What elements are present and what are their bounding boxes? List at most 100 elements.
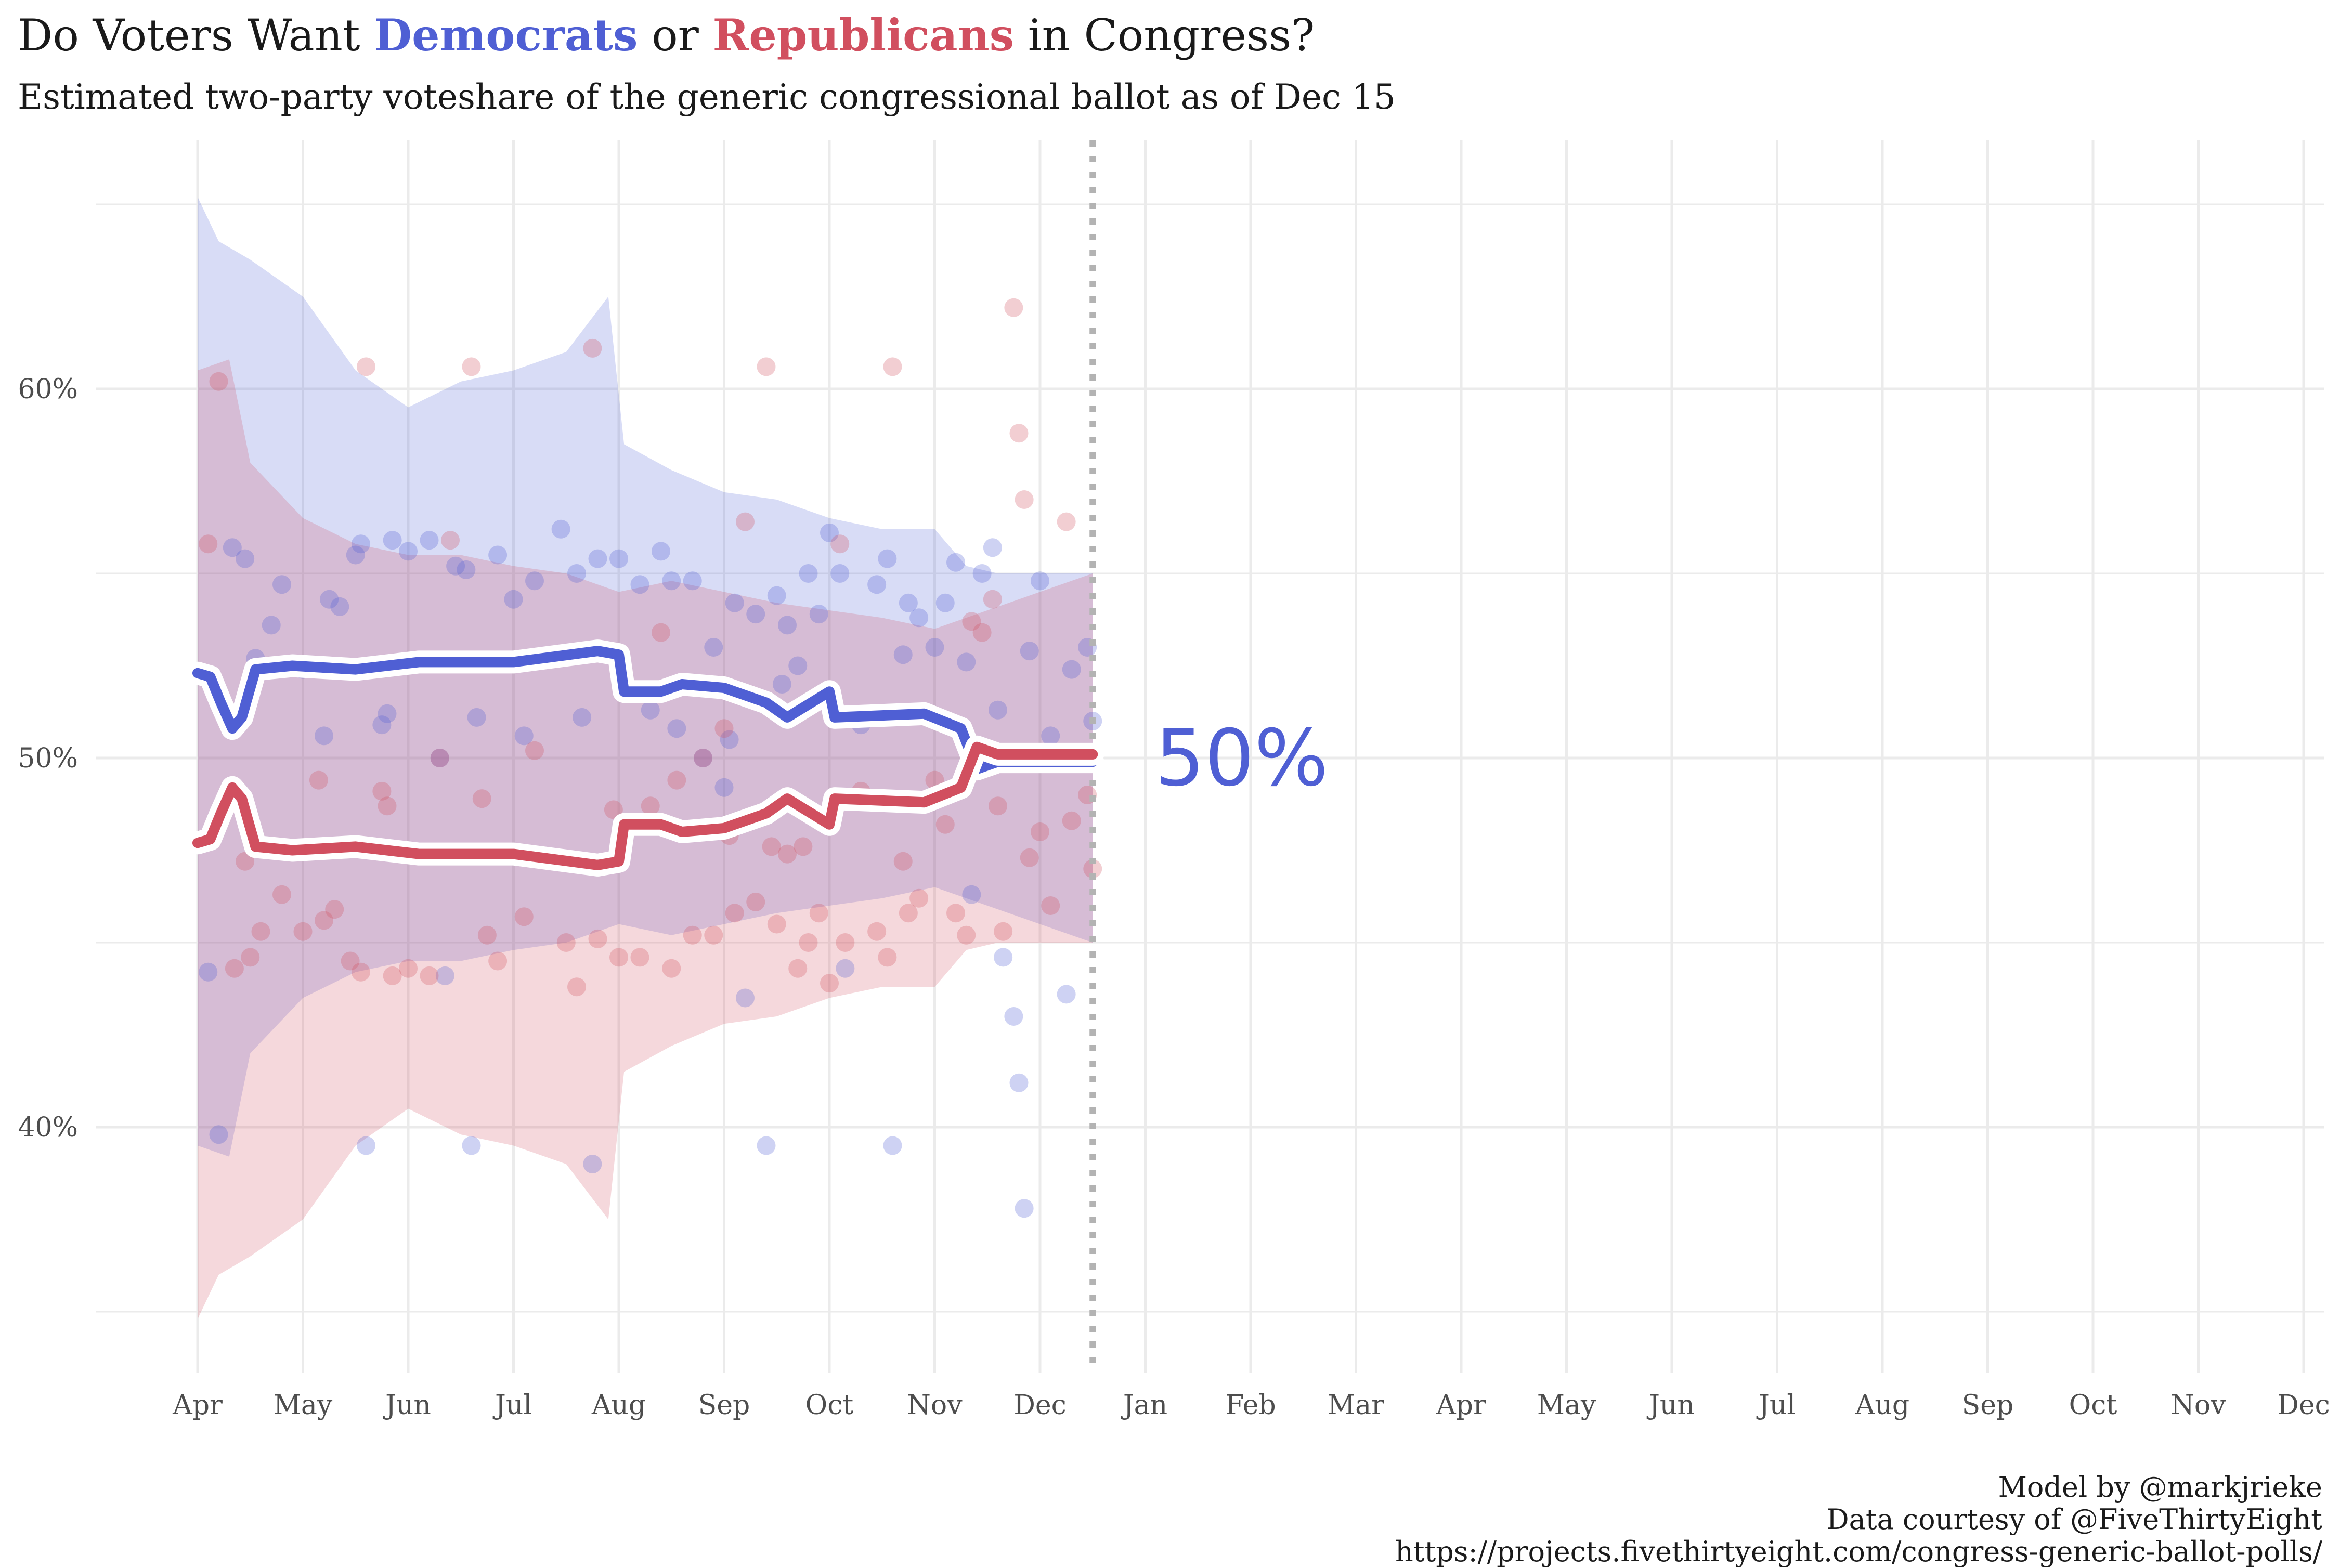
republicans-poll-point [820,974,839,993]
republicans-poll-point [514,907,534,926]
democrats-poll-point [983,538,1002,557]
chart-caption: Model by @markjrieke Data courtesy of @F… [1395,1471,2322,1568]
democrats-poll-point [809,605,828,624]
x-tick-label: Mar [1328,1390,1384,1421]
x-tick-label: Aug [591,1390,646,1421]
x-tick-label: Oct [805,1390,854,1421]
democrats-poll-point [573,708,592,727]
republicans-poll-point [767,914,786,934]
republicans-poll-point [746,892,765,911]
democrats-poll-point [1062,660,1081,679]
republicans-poll-point [351,962,370,982]
republicans-poll-point [567,977,586,997]
title-democrats: Democrats [374,9,638,61]
republicans-poll-point [357,357,375,376]
republicans-poll-point [488,951,508,971]
republicans-poll-point [736,512,755,531]
democrats-poll-point [199,962,218,982]
democrats-poll-point [551,519,570,539]
caption-model-credit: Model by @markjrieke [1998,1471,2322,1504]
democrats-poll-point [778,616,797,635]
republicans-poll-point [778,844,797,864]
republicans-poll-point [1041,896,1060,915]
democrats-poll-point [836,959,855,978]
democrats-poll-point [420,531,439,550]
republicans-poll-point [477,925,497,945]
republicans-poll-point [830,534,850,554]
democrats-poll-point [435,966,454,985]
republicans-poll-point [799,933,818,952]
democrats-poll-point [588,549,607,568]
democrats-poll-point [667,719,686,738]
democrats-poll-point [383,531,402,550]
republicans-poll-point [683,925,702,945]
republicans-poll-point [604,800,623,819]
republicans-poll-point [378,796,397,816]
republicans-poll-point [883,357,902,376]
confidence-bands [198,197,1093,1319]
democrats-poll-point [962,885,981,904]
democrats-poll-point [567,564,586,583]
democrats-poll-point [583,1155,602,1173]
x-tick-label: May [274,1390,333,1421]
x-tick-label: Nov [2170,1390,2226,1421]
republicans-poll-point [583,338,602,358]
democrats-poll-point [320,590,339,609]
republicans-poll-point [972,623,992,642]
democrats-poll-point [757,1136,776,1155]
democrats-poll-point [378,704,397,723]
republicans-poll-point [788,959,808,978]
democrats-poll-point [893,645,913,664]
democrats-poll-point [609,549,628,568]
republicans-poll-point [372,781,392,801]
democrats-poll-point [351,534,370,554]
republicans-poll-point [315,911,333,930]
democrats-poll-point [972,564,992,583]
democrats-poll-point [720,730,739,749]
democrats-poll-point [878,549,897,568]
x-tick-label: Dec [1013,1390,1067,1421]
x-tick-label: Nov [907,1390,963,1421]
democrats-poll-point [683,571,702,591]
democrats-poll-point [830,564,850,583]
republicans-poll-point [667,770,686,790]
democrats-poll-point [330,597,349,616]
republicans-poll-point [383,966,402,985]
title-suffix: in Congress? [1014,10,1315,61]
democrats-poll-point [446,556,465,576]
x-tick-label: May [1537,1390,1596,1421]
axis-labels: 40% 50% 60% Apr May Jun Jul Aug Sep Oct Nov Dec Jan F… [18,374,2330,1421]
republicans-poll-point [472,789,491,808]
republicans-poll-point [251,922,270,941]
democrats-poll-point [630,575,649,594]
y-tick-label: 40% [18,1112,78,1143]
caption-source-url: https://projects.fivethirtyeight.com/con… [1395,1535,2322,1568]
democrats-poll-point [652,542,670,561]
chart-subtitle: Estimated two-party voteshare of the gen… [18,77,1396,117]
democrats-poll-point [925,638,944,657]
republicans-poll-point [641,796,660,816]
poll-points [199,298,1102,1218]
x-tick-label: Jul [492,1390,532,1421]
republicans-poll-point [867,922,887,941]
democrats-poll-point [209,1125,228,1144]
republicans-poll-point [946,904,965,923]
chart-title: Do Voters Want Democrats or Republicans … [18,9,1315,61]
democrats-poll-point [1009,1073,1029,1092]
x-tick-label: Jan [1121,1390,1167,1421]
democrats-trend-line [192,646,1098,775]
republicans-poll-point [399,959,418,978]
republicans-poll-point [630,948,649,967]
democrats-poll-point [704,638,723,657]
x-tick-label: Apr [1436,1390,1486,1421]
x-tick-label: Dec [2277,1390,2330,1421]
y-tick-label: 60% [18,374,78,405]
democrats-poll-point [488,545,508,565]
democrats-poll-point [315,726,333,746]
democrats-poll-point [641,700,660,720]
x-tick-label: Sep [1962,1390,2014,1421]
republicans-poll-point [836,933,855,952]
x-tick-label: Aug [1855,1390,1909,1421]
title-prefix: Do Voters Want [18,10,374,61]
